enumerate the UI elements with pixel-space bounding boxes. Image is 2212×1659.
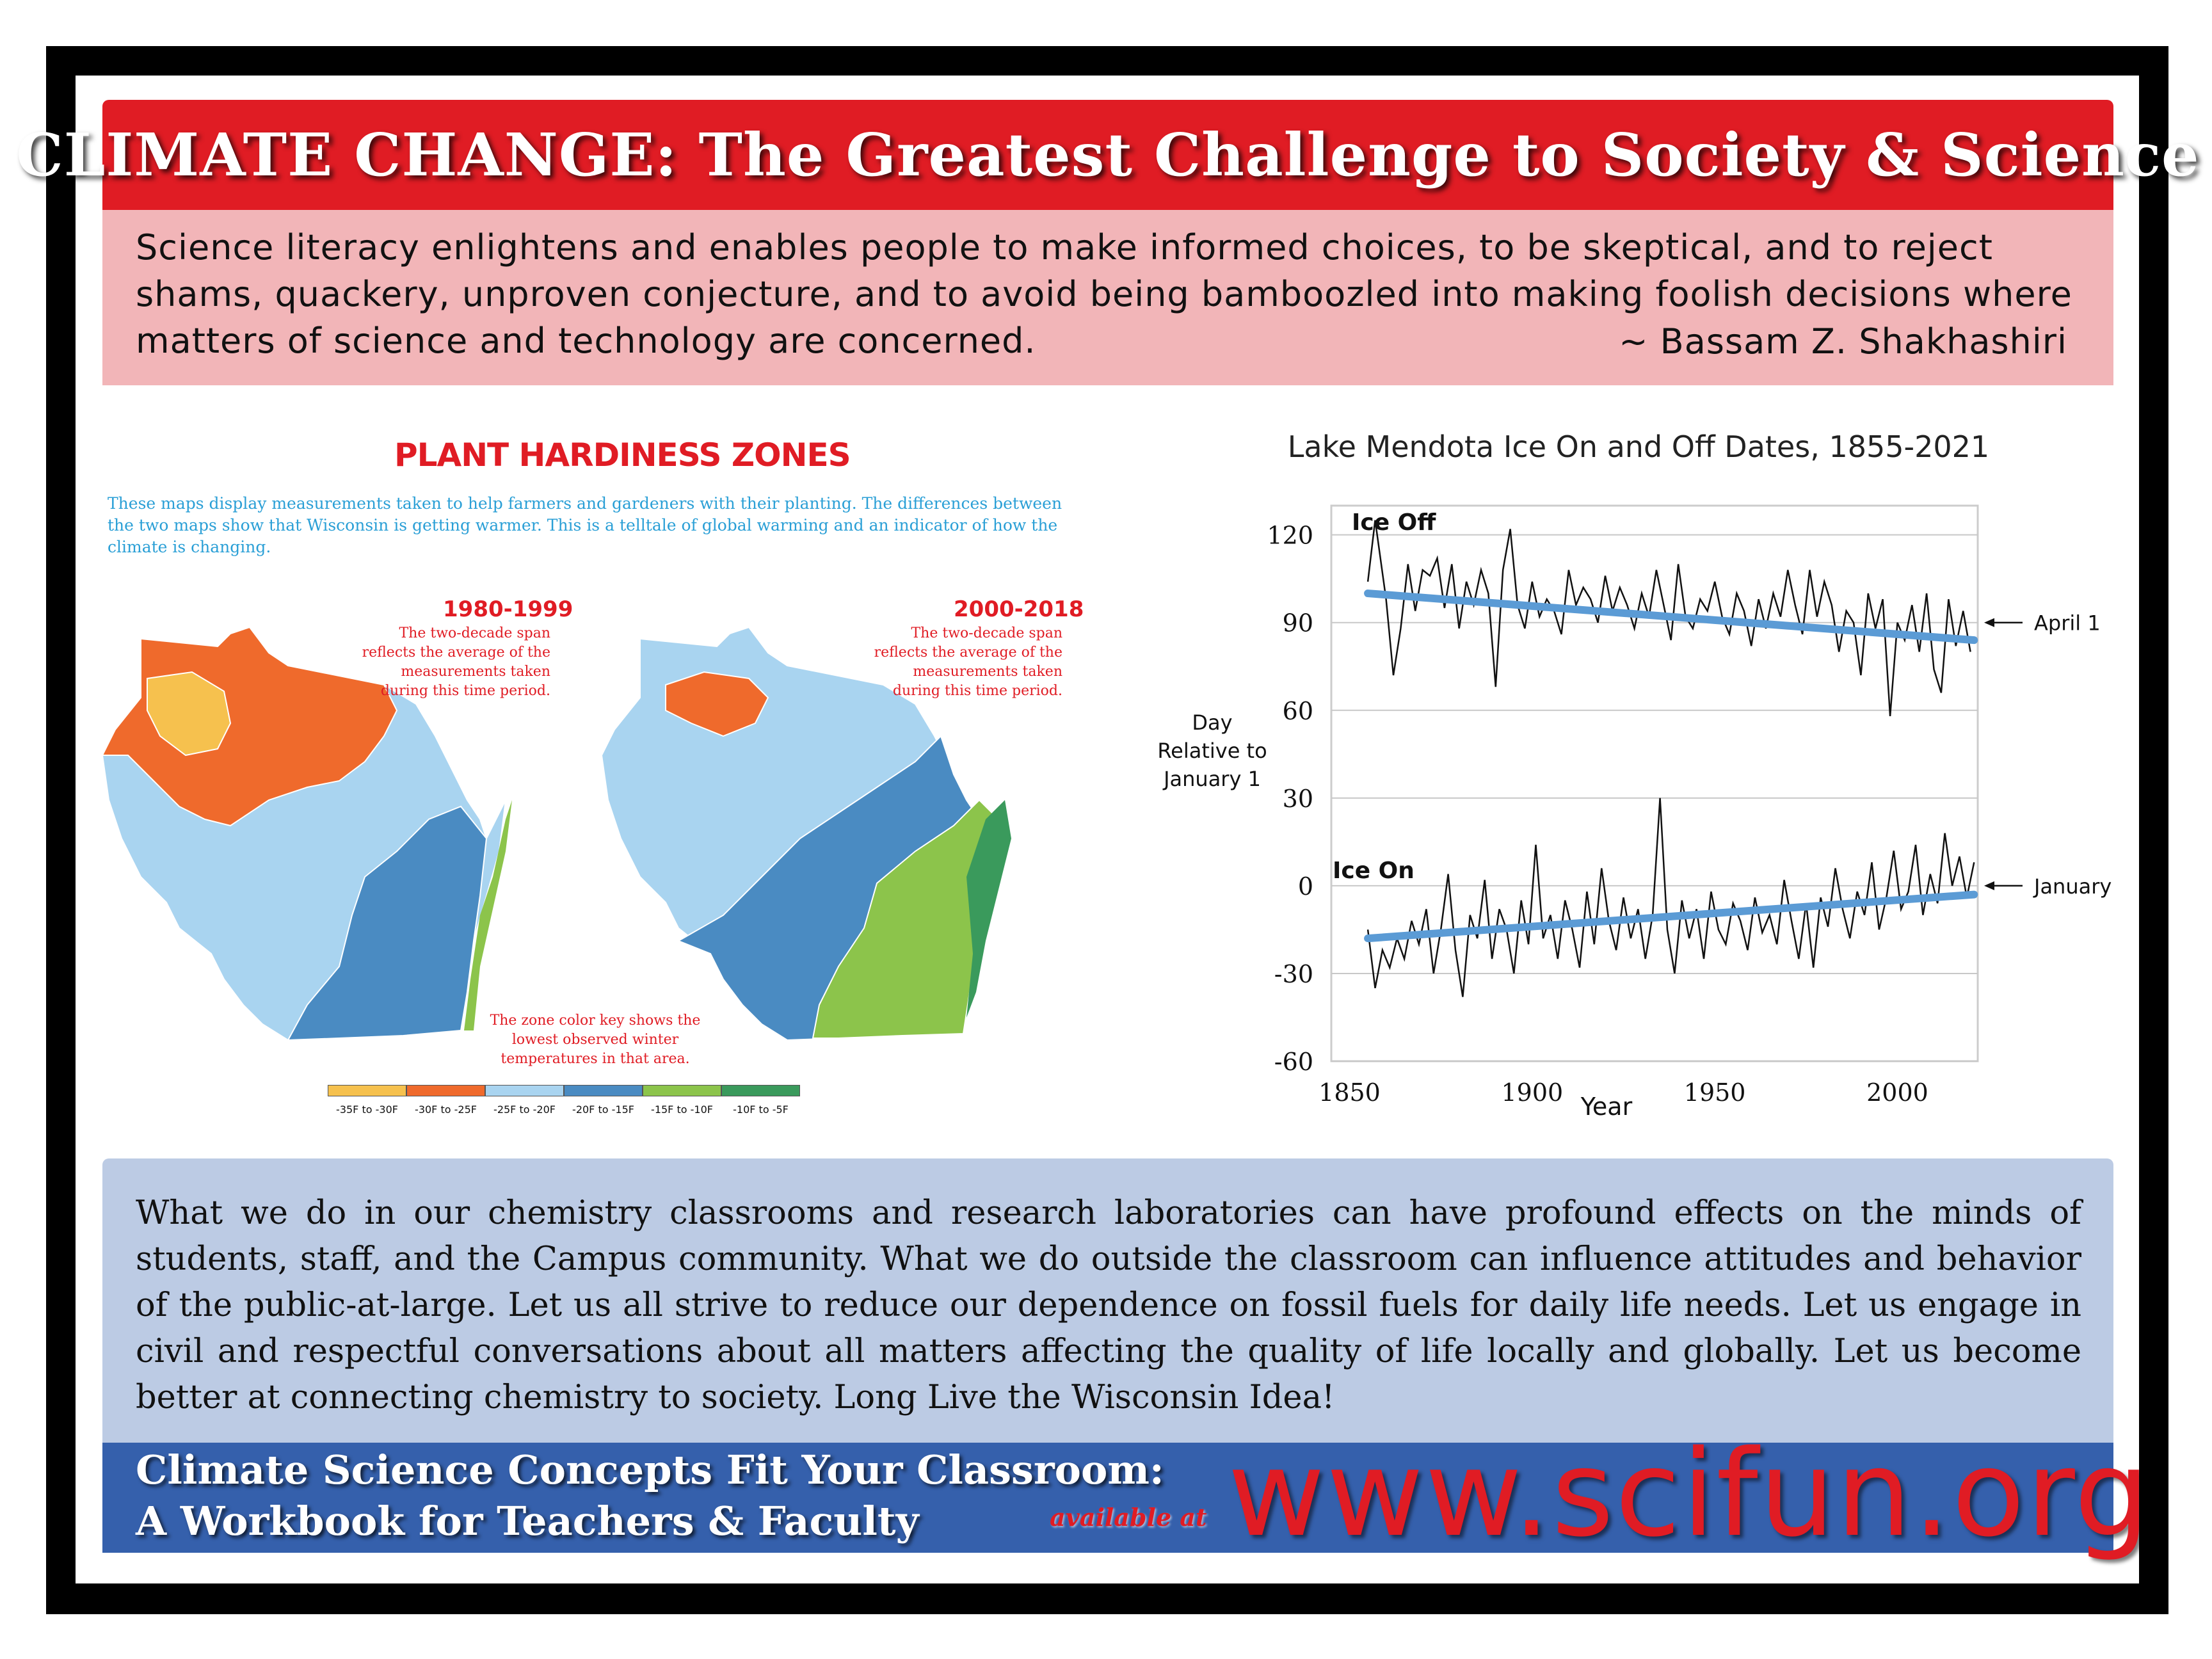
x-tick-labels: 1850 1900 1950 2000 (1318, 1078, 1928, 1107)
key-label: -10F to -5F (733, 1103, 789, 1116)
trend-line-ice-off (1364, 589, 1978, 645)
key-swatch-3 (485, 1085, 564, 1096)
x-tick-label: 1900 (1501, 1078, 1563, 1107)
series-lines (1364, 520, 1978, 997)
y-tick-label: 30 (1283, 785, 1313, 813)
plot-area (1330, 504, 1979, 1062)
y-tick-label: 60 (1283, 697, 1313, 725)
quote-author: ~ Bassam Z. Shakhashiri (1619, 321, 2067, 362)
key-note: The zone color key shows the lowest obse… (490, 1013, 701, 1067)
y-tick-label: 90 (1283, 609, 1313, 637)
title-banner: CLIMATE CHANGE: The Greatest Challenge t… (16, 100, 2200, 210)
footer-banner: Climate Science Concepts Fit Your Classr… (102, 1430, 2150, 1558)
quote-text: Science literacy enlightens and enables … (136, 227, 2072, 361)
y-tick-labels: 120 90 60 30 0 -30 -60 (1267, 522, 1313, 1076)
wisconsin-map-2000-2018 (600, 626, 1011, 1041)
y-tick-label: 120 (1267, 522, 1313, 550)
key-label: -35F to -30F (336, 1103, 398, 1116)
map2-zone-darkgreen (966, 800, 1011, 1018)
key-label: -25F to -20F (493, 1103, 556, 1116)
x-axis-label: Year (1580, 1093, 1633, 1121)
y-tick-label: -60 (1274, 1048, 1313, 1076)
hardiness-title: PLANT HARDINESS ZONES (394, 437, 851, 474)
key-swatch-1 (328, 1085, 406, 1096)
y-tick-label: -30 (1274, 960, 1313, 988)
x-tick-label: 1850 (1318, 1078, 1381, 1107)
message-box: What we do in our chemistry classrooms a… (102, 1158, 2113, 1443)
message-text: What we do in our chemistry classrooms a… (136, 1194, 2081, 1416)
map2-year: 2000-2018 (954, 597, 1084, 622)
footer-line-2: A Workbook for Teachers & Faculty (136, 1498, 919, 1544)
key-swatch-5 (643, 1085, 721, 1096)
key-label: -30F to -25F (415, 1103, 477, 1116)
website-link[interactable]: www.scifun.org (1228, 1424, 2151, 1563)
annotation-label: January 1 (2033, 874, 2119, 899)
x-tick-label: 1950 (1684, 1078, 1746, 1107)
hardiness-description: These maps display measurements taken to… (108, 494, 1062, 556)
quote-box: Science literacy enlightens and enables … (102, 210, 2113, 385)
annotation-label: April 1 (2034, 611, 2101, 636)
map1-zone-yellow (147, 671, 232, 757)
ice-on-label: Ice On (1333, 858, 1415, 884)
key-label: -20F to -15F (572, 1103, 634, 1116)
map2-note: The two-decade span reflects the average… (874, 625, 1062, 699)
map1-zone-green (464, 800, 512, 1030)
chart-title: Lake Mendota Ice On and Off Dates, 1855-… (1288, 429, 1989, 464)
y-axis-label-line3: January 1 (1162, 767, 1261, 791)
footer-line-1: Climate Science Concepts Fit Your Classr… (136, 1447, 1164, 1493)
y-tick-label: 0 (1298, 872, 1313, 901)
y-axis-label-line2: Relative to (1157, 739, 1267, 763)
page-title: CLIMATE CHANGE: The Greatest Challenge t… (16, 120, 2200, 189)
wisconsin-map-1980-1999 (101, 626, 512, 1041)
map1-zone-dark (287, 805, 488, 1041)
map2-zone-orange (665, 671, 769, 737)
y-axis-label-line1: Day (1192, 710, 1232, 735)
map1-note: The two-decade span reflects the average… (362, 625, 550, 699)
zone-color-key (328, 1085, 800, 1096)
trend-line-ice-on (1364, 890, 1978, 943)
map1-year: 1980-1999 (443, 597, 573, 622)
arrow-head (1984, 881, 1994, 890)
series-line-ice-off (1366, 520, 1971, 716)
key-swatch-2 (406, 1085, 485, 1096)
key-swatch-4 (564, 1085, 643, 1096)
available-at-label: available at (1050, 1503, 1207, 1532)
x-tick-label: 2000 (1866, 1078, 1928, 1107)
ice-off-label: Ice Off (1352, 509, 1436, 536)
annotations: April 1 January 1 (1984, 611, 2119, 899)
zone-key-labels: -35F to -30F -30F to -25F -25F to -20F -… (328, 1103, 800, 1116)
key-swatch-6 (721, 1085, 800, 1096)
arrow-head (1984, 618, 1994, 627)
lake-mendota-chart: Lake Mendota Ice On and Off Dates, 1855-… (1157, 429, 2119, 1121)
key-label: -15F to -10F (651, 1103, 713, 1116)
